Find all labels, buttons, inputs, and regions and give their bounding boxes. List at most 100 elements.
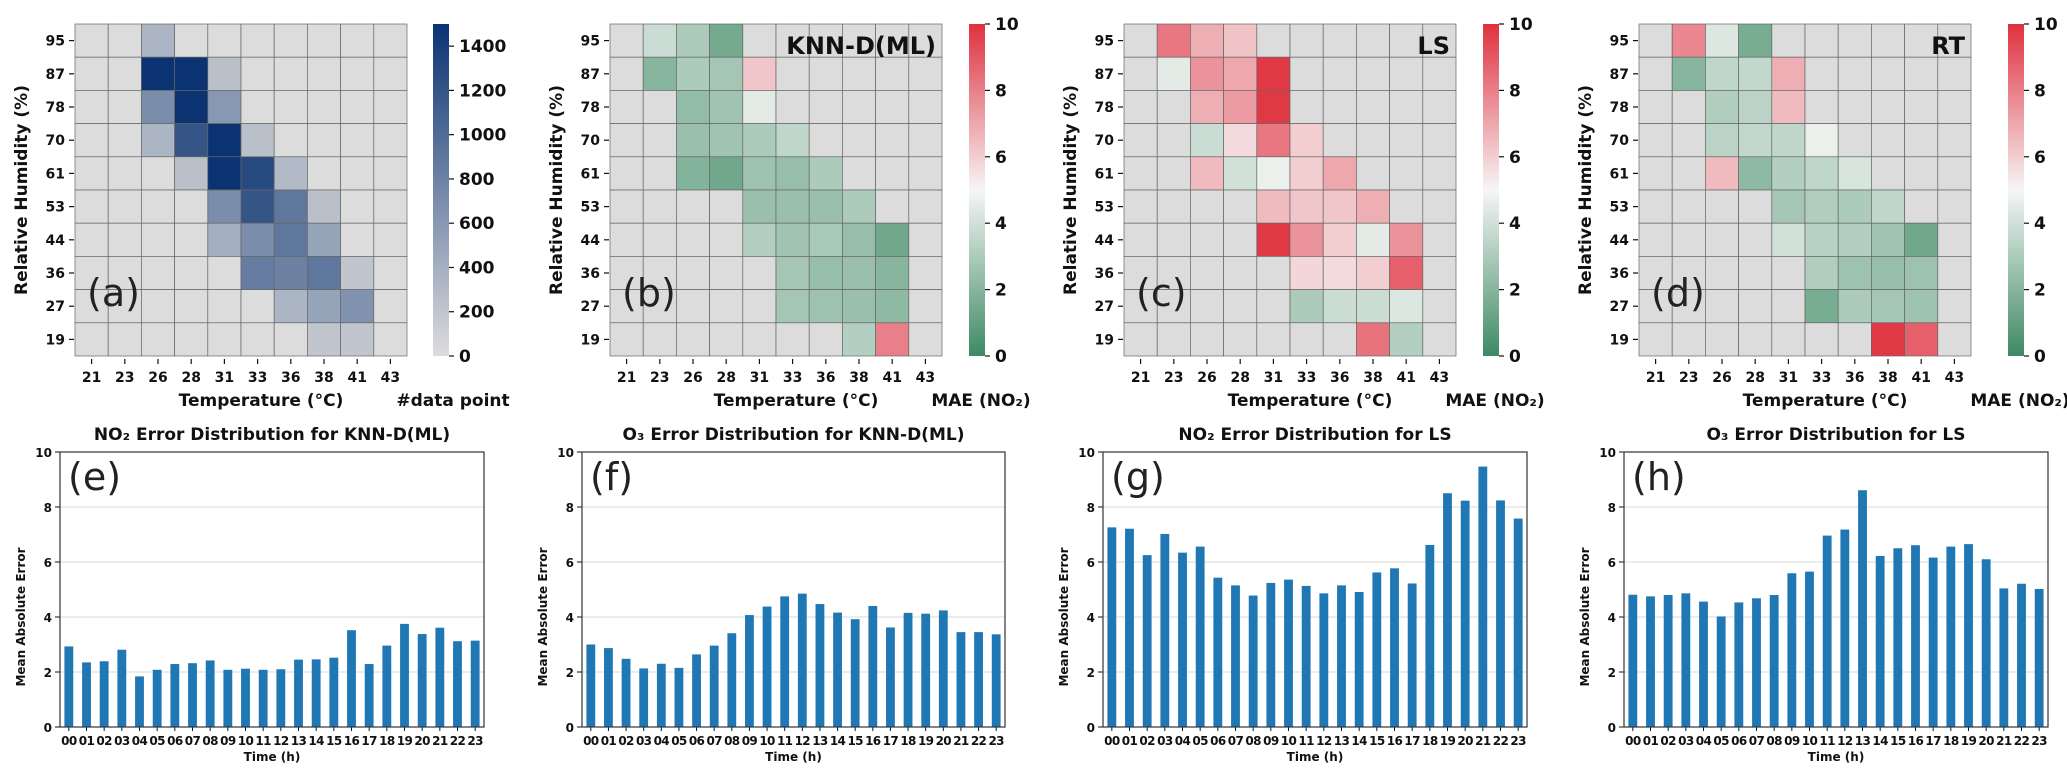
heatmap-cell [373,322,408,357]
heatmap-cell [1356,322,1390,357]
y-tick-label: 95 [1610,34,1629,50]
heatmap-cell [908,123,943,158]
heatmap-cell [908,256,943,290]
heatmap-cell [1156,222,1191,257]
heatmap-cell [1738,289,1773,324]
x-tick-label: 02 [1139,734,1155,748]
heatmap-cell [1837,156,1872,191]
y-tick-label: 78 [1095,100,1114,116]
y-tick-label: 27 [46,299,65,315]
x-tick-label: 23 [467,734,483,748]
heatmap-cell [1671,23,1706,58]
heatmap-cell [240,322,275,357]
heatmap-cell [1422,189,1457,224]
heatmap-cell [875,256,910,290]
heatmap-cell [842,90,876,124]
colorbar [433,24,449,356]
bar [1160,533,1170,727]
heatmap-cell [676,256,710,290]
heatmap-cell [1190,56,1224,91]
x-tick-label: 08 [1245,734,1261,748]
heatmap-cell [373,23,408,58]
bar [938,610,948,727]
x-tick-label: 03 [114,734,130,748]
x-tick-label: 08 [1766,734,1782,748]
heatmap-cell [273,222,308,257]
x-tick-label: 41 [1396,370,1415,386]
heatmap-cell [808,56,843,91]
heatmap-cell [875,56,910,91]
heatmap-cell [875,222,910,257]
heatmap-cell [1389,156,1424,191]
heatmap-cell [307,90,341,124]
heatmap-cell [1156,56,1191,91]
x-axis-label: Temperature (°C) [714,391,879,411]
x-tick-label: 07 [706,734,722,748]
heatmap-cell [1322,289,1357,324]
y-tick-label: 2 [1608,666,1616,680]
x-tick-label: 13 [291,734,307,748]
colorbar-tick-label: 0 [2034,347,2046,367]
y-axis-label: Mean Absolute Error [14,547,28,686]
heatmap-cell [1190,189,1224,224]
heatmap-cell [875,90,910,124]
method-label: KNN-D(ML) [786,32,936,60]
bar [1443,493,1452,727]
heatmap-cell [1804,90,1839,124]
bar [1752,598,1761,727]
heatmap-cell [1705,23,1739,58]
colorbar-tick-label: 6 [2034,148,2046,168]
y-tick-label: 87 [46,67,65,83]
heatmap-cell [1904,56,1939,91]
heatmap-cell [1156,256,1191,290]
heatmap-cell [174,23,209,58]
heatmap-cell [842,322,876,357]
bar [1628,594,1638,727]
heatmap-cell [1705,222,1739,257]
y-tick-label: 19 [1610,332,1629,348]
heatmap-cell [373,123,408,158]
x-tick-label: 18 [900,734,916,748]
heatmap-cell [1256,123,1291,158]
x-tick-label: 22 [1493,734,1509,748]
heatmap-cell [207,156,242,191]
x-tick-label: 19 [918,734,934,748]
heatmap-cell [240,56,275,91]
x-tick-label: 11 [1819,734,1835,748]
x-tick-label: 08 [724,734,740,748]
heatmap-cell [709,156,744,191]
x-tick-label: 20 [1457,734,1473,748]
x-axis-label: Time (h) [765,750,822,764]
heatmap-cell [240,222,275,257]
heatmap-cell [1804,23,1839,58]
colorbar-tick-label: 400 [459,258,495,278]
x-tick-label: 19 [1440,734,1456,748]
heatmap-cell [174,189,209,224]
heatmap-cell [1738,23,1773,58]
x-tick-label: 11 [1298,734,1314,748]
heatmap-cell [107,123,142,158]
heatmap-cell [340,322,375,357]
heatmap-cell [1289,189,1324,224]
heatmap-cell [1190,23,1224,58]
bar [1337,585,1346,727]
heatmap-cell [1771,90,1806,124]
x-tick-label: 02 [618,734,634,748]
heatmap-cell [1422,90,1457,124]
heatmap-cell [1937,123,1972,158]
x-tick-label: 38 [1878,370,1897,386]
x-axis-label: Time (h) [1287,750,1344,764]
y-tick-label: 10 [35,446,52,460]
colorbar-tick-label: 200 [459,303,495,323]
bar [797,593,807,727]
y-tick-label: 2 [1087,666,1095,680]
x-tick-label: 33 [1297,370,1316,386]
bar [258,669,268,727]
x-tick-label: 16 [1908,734,1924,748]
heatmap-cell [373,90,408,124]
heatmap-cell [207,90,242,124]
heatmap-cell [875,322,910,357]
bar [1999,588,2009,727]
heatmap-cell [1422,322,1457,357]
